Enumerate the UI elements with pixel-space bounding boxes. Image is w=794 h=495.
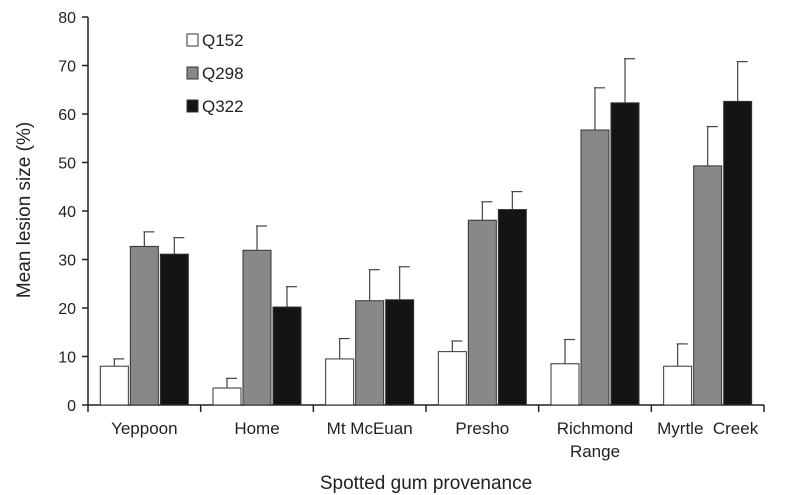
bar-q152 [325,358,355,406]
x-category-label: Myrtle Creek [657,419,759,438]
bar-q152 [437,351,467,406]
bar-q298 [693,165,723,406]
legend-swatch-q322 [186,99,199,113]
bar-q298 [129,245,159,406]
legend-swatch-q298 [186,66,199,80]
bar-q322 [159,253,189,406]
legend-label: Q298 [202,64,244,83]
legend-label: Q152 [202,31,244,50]
y-tick-label: 20 [58,301,76,318]
bar-q322 [723,100,753,406]
y-tick-label: 50 [58,156,76,173]
y-tick-label: 80 [58,10,76,27]
x-axis-title: Spotted gum provenance [320,473,532,494]
bar-q298 [580,129,610,406]
bar-q152 [212,387,242,406]
x-category-label: Presho [455,419,509,438]
x-category-label: Yeppoon [111,419,178,438]
bar-q322 [385,299,415,406]
bar-q152 [550,363,580,406]
y-tick-label: 0 [67,398,76,415]
plot-area: 0 10 20 30 40 50 60 70 80 Yeppoon Home Mt McEuan Pre… [58,10,765,461]
bar-q322 [272,306,302,406]
legend-label: Q322 [202,97,244,116]
y-tick-label: 10 [58,350,76,367]
bar-q152 [99,365,129,406]
x-category-label: Range [570,442,620,461]
y-tick-label: 40 [58,204,76,221]
bar-q298 [355,300,385,406]
x-category-label: Richmond [557,419,634,438]
bar-q152 [663,365,693,406]
legend-swatch-q152 [186,33,199,47]
bar-q322 [610,102,640,406]
y-axis-title: Mean lesion size (%) [14,122,35,298]
y-tick-label: 60 [58,107,76,124]
bar-q298 [242,249,272,406]
bar-q298 [467,219,497,406]
x-category-label: Mt McEuan [327,419,413,438]
x-category-label: Home [234,419,279,438]
y-tick-label: 70 [58,59,76,76]
legend: Q152 Q298 Q322 [186,31,244,116]
bar-q322 [497,209,527,406]
y-tick-label: 30 [58,253,76,270]
